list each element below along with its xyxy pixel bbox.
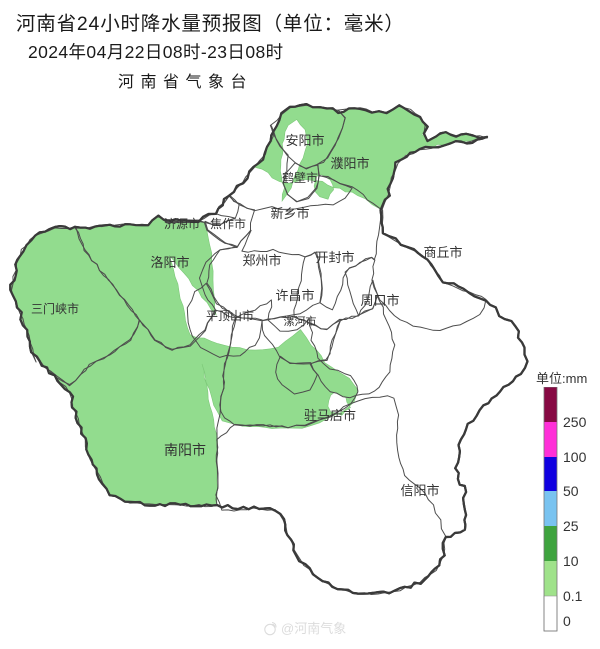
- svg-text:三门峡市: 三门峡市: [31, 301, 79, 316]
- svg-text:0: 0: [563, 613, 571, 629]
- svg-text:新乡市: 新乡市: [270, 206, 309, 221]
- svg-text:0.1: 0.1: [563, 588, 583, 604]
- svg-text:洛阳市: 洛阳市: [150, 255, 189, 270]
- svg-text:25: 25: [563, 518, 579, 534]
- svg-text:平顶山市: 平顶山市: [206, 308, 254, 323]
- svg-text:250: 250: [563, 414, 587, 430]
- svg-text:商丘市: 商丘市: [423, 245, 462, 260]
- svg-text:南阳市: 南阳市: [164, 442, 206, 458]
- svg-text:周口市: 周口市: [360, 293, 399, 308]
- svg-text:焦作市: 焦作市: [210, 216, 246, 231]
- svg-text:许昌市: 许昌市: [275, 288, 314, 303]
- svg-text:济源市: 济源市: [164, 216, 200, 231]
- svg-text:濮阳市: 濮阳市: [330, 156, 369, 171]
- svg-text:驻马店市: 驻马店市: [304, 408, 356, 423]
- svg-text:漯河市: 漯河市: [284, 314, 317, 328]
- svg-text:100: 100: [563, 449, 587, 465]
- svg-text:信阳市: 信阳市: [400, 483, 439, 498]
- svg-text:10: 10: [563, 553, 579, 569]
- svg-text:50: 50: [563, 483, 579, 499]
- svg-text:开封市: 开封市: [315, 250, 354, 265]
- svg-text:鹤壁市: 鹤壁市: [282, 170, 318, 185]
- svg-text:郑州市: 郑州市: [242, 253, 281, 268]
- svg-text:安阳市: 安阳市: [285, 133, 324, 148]
